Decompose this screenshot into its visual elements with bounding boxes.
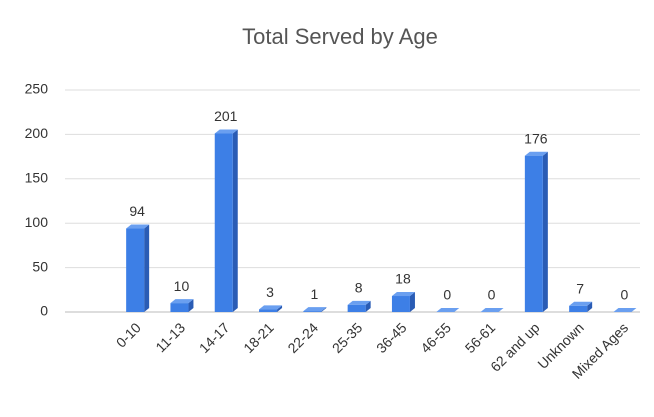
bar-side xyxy=(321,307,327,312)
bar-top xyxy=(524,151,548,156)
y-tick-label: 0 xyxy=(40,303,48,319)
bar-top xyxy=(303,307,327,312)
y-tick-label: 250 xyxy=(25,81,49,97)
y-tick-label: 150 xyxy=(25,170,49,186)
bar-side xyxy=(277,305,283,312)
bar-top xyxy=(391,292,415,297)
bar-side xyxy=(587,301,593,312)
x-tick-label: 25-35 xyxy=(329,319,366,356)
x-tick-label: 62 and up xyxy=(487,319,543,375)
bar-top xyxy=(214,129,238,134)
bar-top xyxy=(480,308,504,312)
x-tick-label: 46-55 xyxy=(417,319,454,356)
data-label: 0 xyxy=(443,287,451,303)
bar xyxy=(259,309,278,312)
data-label: 8 xyxy=(355,280,363,296)
x-tick-label: 14-17 xyxy=(196,319,233,356)
data-label: 1 xyxy=(310,286,318,302)
data-label: 10 xyxy=(174,278,190,294)
x-tick-label: 0-10 xyxy=(113,319,144,350)
bar xyxy=(569,305,588,312)
data-label: 0 xyxy=(621,287,629,303)
x-tick-label: 22-24 xyxy=(284,319,321,356)
data-label: 94 xyxy=(129,203,145,219)
data-label: 0 xyxy=(488,287,496,303)
bar xyxy=(391,296,410,312)
data-label: 7 xyxy=(576,280,584,296)
data-label: 201 xyxy=(214,108,238,124)
x-tick-label: 36-45 xyxy=(373,319,410,356)
bar xyxy=(524,155,543,312)
data-label: 18 xyxy=(395,271,411,287)
chart-title: Total Served by Age xyxy=(242,24,438,49)
bar-top xyxy=(347,300,371,305)
data-label: 176 xyxy=(524,130,548,146)
bar xyxy=(303,311,322,312)
bar-side xyxy=(409,292,415,312)
bar xyxy=(170,303,189,312)
bar-top xyxy=(436,308,460,312)
bar xyxy=(126,228,145,312)
x-tick-label: 11-13 xyxy=(152,319,188,355)
bar xyxy=(214,133,233,312)
bar-side xyxy=(144,224,150,312)
bar-side xyxy=(542,151,548,312)
bar-top xyxy=(126,224,150,229)
bar-side xyxy=(365,300,371,312)
bar-top xyxy=(259,305,283,310)
bar-side xyxy=(188,299,194,312)
y-tick-label: 50 xyxy=(32,258,48,274)
data-label: 3 xyxy=(266,284,274,300)
bar-top xyxy=(569,301,593,306)
bar-top xyxy=(170,299,194,304)
y-tick-label: 100 xyxy=(25,214,49,230)
bar-side xyxy=(232,129,238,312)
x-tick-label: 56-61 xyxy=(462,319,499,356)
x-tick-label: 18-21 xyxy=(240,319,277,356)
bar-top xyxy=(613,308,637,312)
bar xyxy=(347,304,366,312)
y-tick-label: 200 xyxy=(25,125,49,141)
